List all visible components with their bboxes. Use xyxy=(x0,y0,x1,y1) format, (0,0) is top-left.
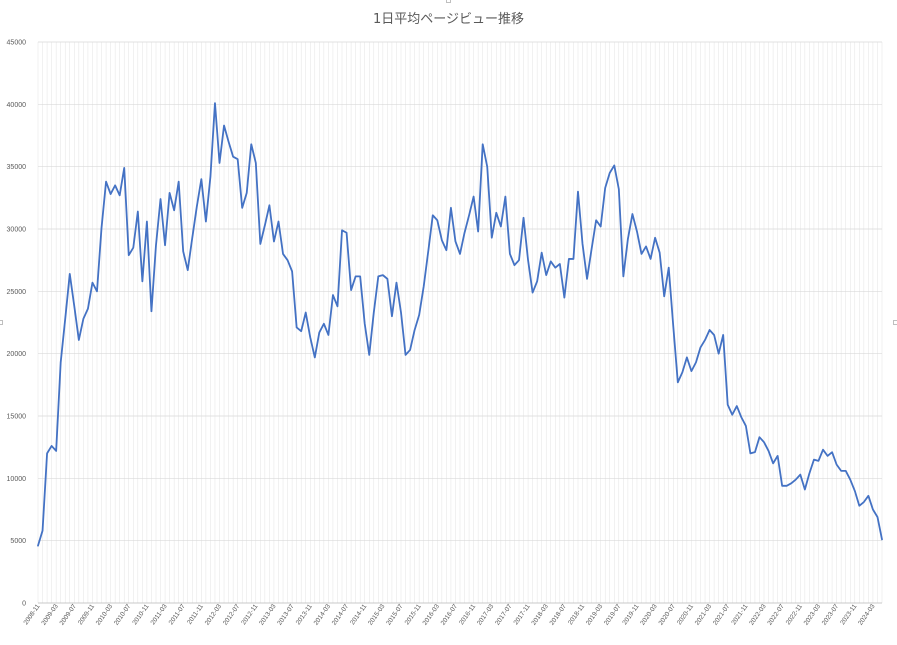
x-tick-label: 2010-07 xyxy=(113,603,133,627)
x-tick-label: 2019-11 xyxy=(621,603,640,626)
x-tick-label: 2017-11 xyxy=(513,603,532,626)
x-tick-label: 2017-07 xyxy=(494,603,514,627)
x-tick-label: 2009-03 xyxy=(40,603,60,627)
selection-handle-top[interactable] xyxy=(446,0,451,3)
x-tick-label: 2023-03 xyxy=(803,603,823,627)
x-tick-label: 2016-07 xyxy=(440,603,460,627)
x-tick-label: 2015-11 xyxy=(404,603,423,626)
x-tick-label: 2018-07 xyxy=(549,603,569,627)
x-tick-label: 2013-03 xyxy=(258,603,278,627)
x-tick-label: 2018-11 xyxy=(567,603,586,626)
x-tick-label: 2015-03 xyxy=(367,603,387,627)
selection-handle-right[interactable] xyxy=(893,320,897,325)
x-tick-label: 2019-07 xyxy=(603,603,623,627)
x-tick-label: 2020-11 xyxy=(676,603,695,626)
x-tick-label: 2009-11 xyxy=(77,603,96,626)
x-tick-label: 2011-07 xyxy=(168,603,187,626)
x-tick-label: 2020-07 xyxy=(657,603,677,627)
x-tick-label: 2024-03 xyxy=(857,603,877,627)
x-tick-label: 2023-07 xyxy=(821,603,841,627)
series-line xyxy=(37,102,883,547)
x-tick-label: 2014-03 xyxy=(313,603,333,627)
y-tick-label: 10000 xyxy=(7,476,27,483)
x-tick-label: 2013-07 xyxy=(276,603,296,627)
x-tick-label: 2023-11 xyxy=(839,603,858,626)
x-tick-label: 2013-11 xyxy=(295,603,314,626)
y-tick-label: 5000 xyxy=(10,538,26,545)
x-tick-label: 2009-07 xyxy=(59,603,79,627)
x-tick-label: 2014-11 xyxy=(349,603,368,626)
y-tick-label: 15000 xyxy=(7,414,27,421)
x-tick-label: 2012-07 xyxy=(222,603,242,627)
x-tick-label: 2011-03 xyxy=(150,603,169,626)
x-tick-label: 2015-07 xyxy=(385,603,405,627)
x-tick-label: 2014-07 xyxy=(331,603,351,627)
y-tick-label: 20000 xyxy=(7,351,27,358)
x-tick-label: 2012-11 xyxy=(240,603,259,626)
x-tick-label: 2016-03 xyxy=(422,603,442,627)
y-tick-label: 45000 xyxy=(7,40,27,47)
x-tick-label: 2022-03 xyxy=(748,603,768,627)
x-tick-label: 2010-11 xyxy=(131,603,150,626)
chart-title: 1日平均ページビュー推移 xyxy=(372,12,524,27)
x-tick-label: 2021-07 xyxy=(712,603,732,627)
x-tick-label: 2011-11 xyxy=(186,603,205,626)
x-tick-label: 2021-11 xyxy=(730,603,749,626)
x-tick-label: 2019-03 xyxy=(585,603,605,627)
x-tick-label: 2010-03 xyxy=(95,603,115,627)
selection-handle-left[interactable] xyxy=(0,320,3,325)
x-tick-label: 2018-03 xyxy=(530,603,550,627)
x-tick-label: 2022-11 xyxy=(785,603,804,626)
vertical-gridlines xyxy=(37,42,883,603)
x-tick-label: 2020-03 xyxy=(639,603,659,627)
x-tick-label: 2012-03 xyxy=(204,603,224,627)
y-tick-label: 40000 xyxy=(7,102,27,109)
x-tick-label: 2017-03 xyxy=(476,603,496,627)
y-tick-label: 0 xyxy=(22,601,26,608)
x-tick-label: 2016-11 xyxy=(458,603,477,626)
y-tick-label: 35000 xyxy=(7,164,27,171)
x-tick-label: 2022-07 xyxy=(766,603,786,627)
y-tick-label: 25000 xyxy=(7,289,27,296)
y-tick-label: 30000 xyxy=(7,227,27,234)
x-tick-label: 2021-03 xyxy=(694,603,714,627)
